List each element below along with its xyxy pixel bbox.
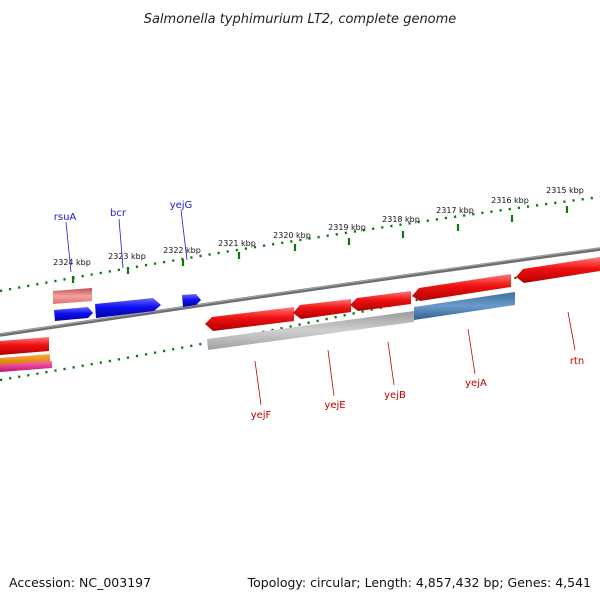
gene-label-yejF[interactable]: yejF [251,410,272,421]
kbp-tick-label: 2321 kbp [218,239,256,248]
forward-gene-labels: rsuA bcr yejG [54,200,193,223]
gene-arrow-yejE[interactable] [293,299,351,319]
gene-label-rsuA[interactable]: rsuA [54,212,77,223]
kbp-tick-label: 2317 kbp [436,206,474,215]
gene-arrow-rsuA[interactable] [54,307,93,321]
gene-label-rtn[interactable]: rtn [570,356,584,367]
leader-yejF [254,360,262,406]
rrna-feature [53,288,92,304]
gene-arrow-yejA[interactable] [412,274,511,301]
reverse-label-leaders [254,311,576,406]
leader-yejA [467,328,476,375]
leader-bcr [118,218,124,269]
topology-text: Topology: circular; Length: 4,857,432 bp… [247,575,591,590]
gene-label-yejG[interactable]: yejG [170,200,193,211]
kbp-tick-labels: 2324 kbp 2323 kbp 2322 kbp 2321 kbp 2320… [53,186,584,267]
kbp-tick-label: 2322 kbp [163,246,201,255]
leader-yejE [327,349,335,397]
kbp-tick-label: 2320 kbp [273,231,311,240]
gene-arrow-yejB[interactable] [350,291,411,311]
steel-feature-band [414,292,515,320]
genome-backbone-highlight [0,247,600,335]
gene-label-yejB[interactable]: yejB [384,390,406,401]
gene-label-yejA[interactable]: yejA [465,378,487,389]
map-title: Salmonella typhimurium LT2, complete gen… [144,12,457,27]
gene-arrow-left-partial[interactable] [0,337,49,355]
genome-backbone [0,247,600,337]
gene-arrow-rtn[interactable] [516,257,600,283]
leader-rtn [567,311,576,351]
magenta-feature [0,361,52,372]
gene-label-yejE[interactable]: yejE [324,400,345,411]
kbp-tick-label: 2323 kbp [108,252,146,261]
inner-ruler [0,256,600,382]
outer-ruler [0,195,600,293]
gene-arrow-yejF[interactable] [205,307,294,331]
leader-yejB [387,341,395,386]
reverse-gene-labels: yejF yejE yejB yejA rtn [251,356,584,421]
forward-features [53,288,201,321]
kbp-tick-label: 2315 kbp [546,186,584,195]
forward-label-leaders [65,209,188,273]
accession-text: Accession: NC_003197 [9,575,151,590]
reverse-features [0,257,600,372]
gene-arrow-bcr[interactable] [95,298,161,318]
grey-feature-band [207,311,414,350]
leader-yejG [180,209,188,261]
gene-arrow-yejG[interactable] [182,294,201,307]
gene-label-bcr[interactable]: bcr [110,208,127,219]
kbp-major-ticks [71,206,569,283]
kbp-tick-label: 2316 kbp [491,196,529,205]
leader-rsuA [65,221,72,273]
kbp-tick-label: 2319 kbp [328,223,366,232]
kbp-tick-label: 2318 kbp [382,215,420,224]
kbp-tick-label: 2324 kbp [53,258,91,267]
